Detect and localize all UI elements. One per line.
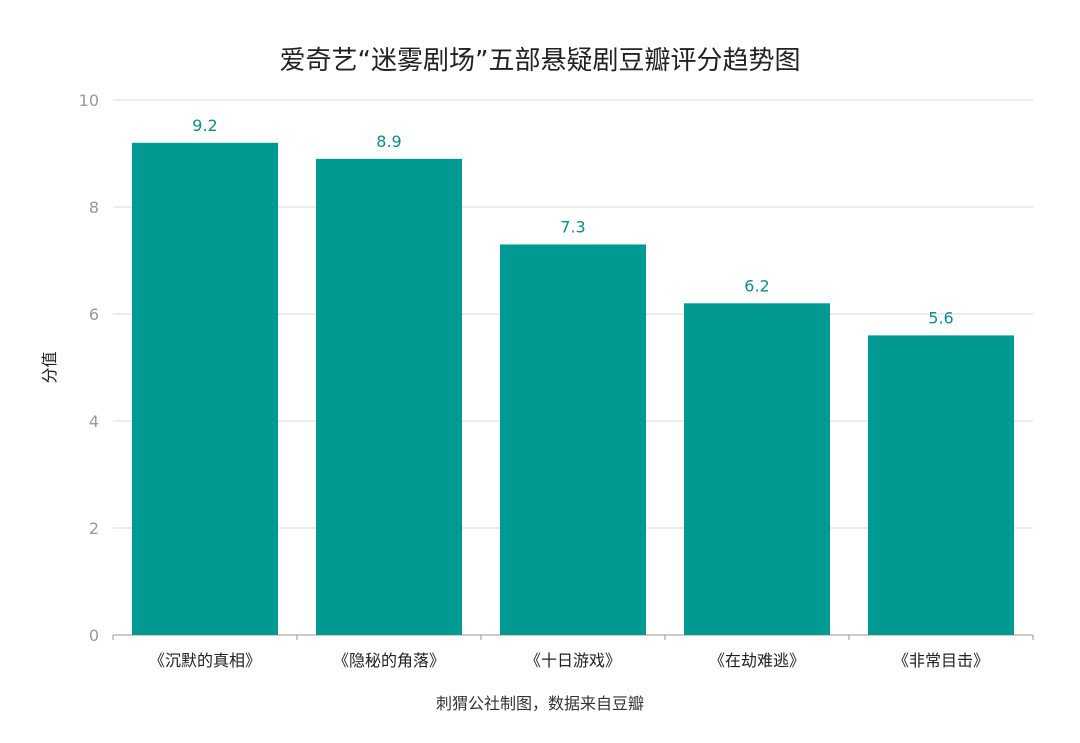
bar-value-label: 8.9	[376, 132, 401, 151]
bar	[132, 142, 278, 636]
y-axis-label: 分值	[40, 351, 59, 383]
y-tick-label: 6	[89, 305, 99, 324]
bar	[500, 244, 646, 635]
x-category-label: 《在劫难逃》	[709, 651, 805, 670]
bar-value-label: 5.6	[928, 308, 953, 327]
bar	[316, 158, 462, 635]
y-tick-label: 4	[89, 412, 99, 431]
chart-source-note: 刺猬公社制图，数据来自豆瓣	[435, 694, 644, 713]
bar-value-label: 6.2	[744, 276, 769, 295]
chart-title: 爱奇艺“迷雾剧场”五部悬疑剧豆瓣评分趋势图	[279, 46, 801, 76]
y-tick-label: 0	[89, 626, 99, 645]
x-category-label: 《十日游戏》	[525, 651, 621, 670]
bar-value-label: 9.2	[192, 116, 217, 135]
bar-value-label: 7.3	[560, 217, 585, 236]
y-tick-label: 8	[89, 198, 99, 217]
bar	[684, 303, 830, 635]
y-tick-label: 2	[89, 519, 99, 538]
x-category-label: 《隐秘的角落》	[333, 651, 445, 670]
x-category-label: 《沉默的真相》	[149, 651, 261, 670]
bar	[868, 335, 1014, 635]
x-category-label: 《非常目击》	[893, 651, 989, 670]
y-tick-label: 10	[79, 91, 99, 110]
